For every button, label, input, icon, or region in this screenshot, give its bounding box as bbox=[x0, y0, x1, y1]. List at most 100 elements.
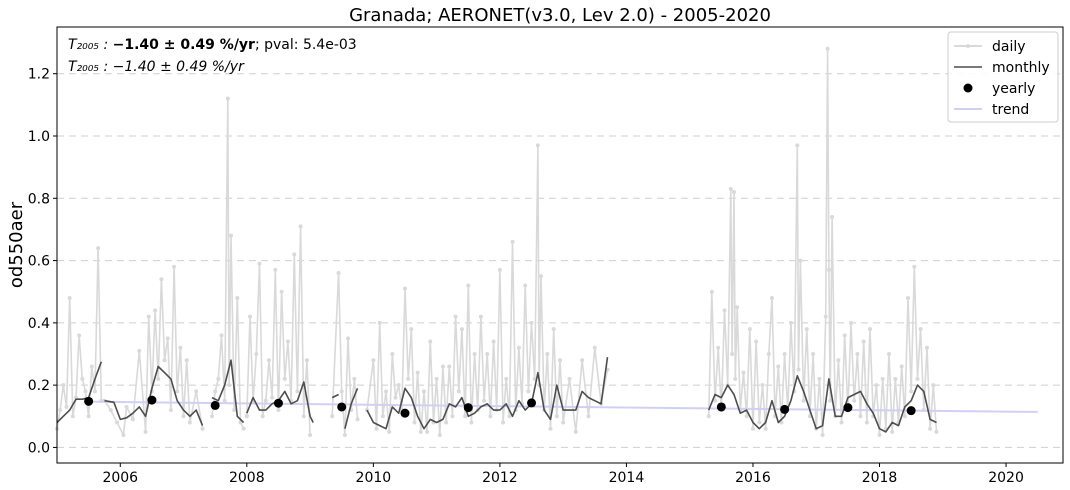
daily-point bbox=[713, 398, 718, 403]
x-tick-label: 2016 bbox=[735, 470, 771, 486]
daily-point bbox=[516, 345, 521, 350]
daily-point bbox=[730, 352, 735, 356]
daily-point bbox=[393, 395, 398, 400]
daily-point bbox=[849, 320, 854, 325]
daily-point bbox=[409, 327, 414, 332]
chart-title: Granada; AERONET(v3.0, Lev 2.0) - 2005-2… bbox=[349, 5, 771, 26]
daily-point bbox=[342, 432, 347, 437]
daily-point bbox=[580, 358, 585, 363]
yearly-point bbox=[273, 398, 283, 408]
daily-point bbox=[868, 327, 873, 332]
monthly-series-line bbox=[56, 361, 103, 424]
daily-point bbox=[796, 367, 801, 372]
daily-point bbox=[244, 414, 249, 419]
daily-point bbox=[146, 314, 151, 319]
yearly-point bbox=[527, 398, 537, 408]
daily-point bbox=[763, 426, 768, 431]
daily-point bbox=[216, 376, 221, 381]
yearly-point bbox=[147, 395, 157, 405]
daily-point bbox=[425, 429, 430, 434]
daily-point bbox=[820, 432, 825, 437]
daily-point bbox=[836, 358, 841, 363]
daily-point bbox=[92, 389, 97, 394]
daily-point bbox=[130, 417, 135, 422]
daily-point bbox=[282, 376, 287, 381]
daily-point bbox=[864, 420, 869, 425]
daily-point bbox=[270, 395, 275, 400]
daily-point bbox=[187, 420, 192, 425]
daily-point bbox=[295, 389, 300, 394]
daily-point bbox=[592, 345, 597, 350]
daily-point bbox=[478, 314, 483, 319]
daily-point bbox=[912, 264, 917, 269]
y-tick-label: 0.6 bbox=[28, 254, 50, 270]
daily-series-line bbox=[211, 97, 245, 430]
y-axis-label: od550aer bbox=[6, 201, 27, 288]
trend-annotation-2-value: −1.40 ± 0.49 %/yr bbox=[113, 59, 245, 75]
yearly-point bbox=[906, 406, 916, 416]
daily-point bbox=[330, 414, 335, 419]
daily-point bbox=[548, 426, 553, 431]
daily-point bbox=[254, 352, 259, 356]
yearly-point bbox=[843, 403, 853, 413]
daily-point bbox=[276, 408, 281, 413]
trend-annotation-pval: ; pval: 5.4e-03 bbox=[255, 37, 357, 53]
monthly-series-line bbox=[331, 393, 339, 399]
daily-point bbox=[706, 414, 711, 419]
x-tick-label: 2018 bbox=[862, 470, 898, 486]
daily-point bbox=[108, 408, 113, 413]
daily-point bbox=[437, 432, 442, 437]
daily-point bbox=[567, 376, 572, 381]
daily-point bbox=[241, 426, 246, 431]
daily-point bbox=[263, 398, 268, 403]
daily-point bbox=[905, 295, 910, 300]
trend-annotation-italic: T₂₀₀₅ : −1.40 ± 0.49 %/yr bbox=[68, 59, 245, 75]
daily-series-line bbox=[707, 48, 938, 436]
daily-point bbox=[817, 376, 822, 381]
daily-point bbox=[279, 289, 284, 294]
daily-point bbox=[491, 339, 496, 344]
yearly-point bbox=[84, 396, 94, 406]
daily-point bbox=[232, 408, 237, 413]
daily-point bbox=[402, 286, 407, 291]
yearly-point bbox=[400, 408, 410, 418]
daily-point bbox=[826, 267, 831, 272]
daily-point bbox=[741, 370, 746, 375]
x-tick-label: 2006 bbox=[102, 470, 138, 486]
legend-monthly-label: monthly bbox=[992, 60, 1050, 76]
daily-point bbox=[551, 327, 556, 332]
daily-point bbox=[352, 376, 357, 381]
daily-point bbox=[825, 46, 830, 51]
daily-point bbox=[213, 389, 218, 394]
daily-point bbox=[504, 376, 509, 381]
daily-point bbox=[184, 358, 189, 363]
daily-point bbox=[924, 345, 929, 350]
daily-point bbox=[61, 383, 66, 388]
daily-point bbox=[795, 143, 800, 148]
daily-point bbox=[928, 426, 933, 431]
daily-point bbox=[890, 429, 895, 434]
trend-annotation-prefix: T₂₀₀₅ : bbox=[68, 37, 113, 53]
daily-point bbox=[754, 339, 759, 344]
daily-point bbox=[858, 414, 863, 419]
daily-point bbox=[782, 352, 787, 356]
trend-annotation-bold: T₂₀₀₅ : −1.40 ± 0.49 %/yr; pval: 5.4e-03 bbox=[68, 37, 357, 53]
daily-point bbox=[828, 398, 833, 403]
y-tick-label: 0.0 bbox=[28, 440, 50, 456]
y-tick-label: 1.2 bbox=[28, 67, 50, 83]
daily-point bbox=[776, 364, 781, 369]
daily-point bbox=[931, 383, 936, 388]
daily-point bbox=[735, 305, 740, 310]
x-tick-label: 2020 bbox=[988, 470, 1024, 486]
daily-point bbox=[390, 352, 395, 356]
daily-point bbox=[839, 420, 844, 425]
daily-point bbox=[709, 289, 714, 294]
daily-point bbox=[178, 345, 183, 350]
yearly-point bbox=[210, 400, 220, 410]
yearly-point bbox=[716, 402, 726, 412]
x-tick-label: 2014 bbox=[609, 470, 645, 486]
daily-point bbox=[830, 214, 835, 219]
daily-point bbox=[880, 376, 885, 381]
daily-point bbox=[558, 358, 562, 363]
